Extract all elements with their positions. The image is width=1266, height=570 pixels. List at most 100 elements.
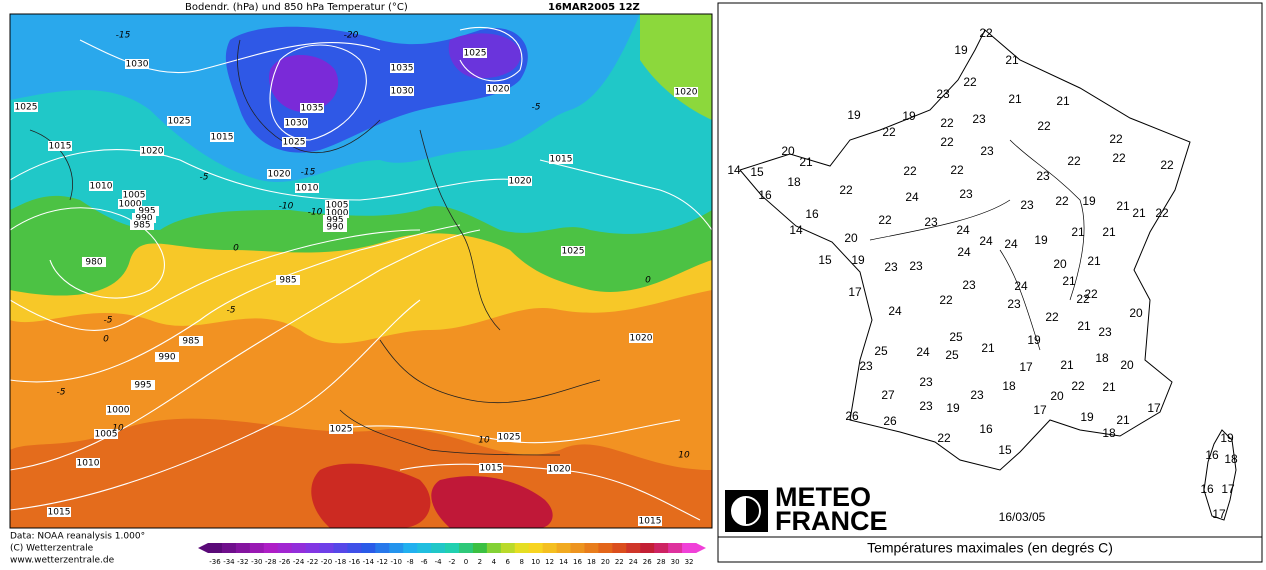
scale-label: -20 <box>321 558 332 566</box>
scale-label: 24 <box>629 558 638 566</box>
temperature: 20 <box>1129 306 1143 320</box>
isobar-label: 1015 <box>639 517 662 527</box>
isobar-label-bg <box>329 424 353 434</box>
temperature: 24 <box>916 345 930 359</box>
temperature: 22 <box>1037 119 1051 133</box>
temperature: 16 <box>979 422 993 436</box>
scale-label: -2 <box>449 558 456 566</box>
isobar-label-bg <box>132 213 156 223</box>
scale-label: -18 <box>335 558 346 566</box>
isobar-label-bg <box>463 48 487 58</box>
isobar-label: 990 <box>135 214 152 224</box>
isobar-label: 1020 <box>675 88 698 98</box>
temperature: 23 <box>959 187 973 201</box>
temperature: 20 <box>781 144 795 158</box>
temperature: 23 <box>884 260 898 274</box>
scale-label: -22 <box>307 558 318 566</box>
isobar-label: 1025 <box>464 49 487 59</box>
temperature: 19 <box>1080 410 1094 424</box>
temperature: 22 <box>1109 132 1123 146</box>
scale-swatch <box>598 543 613 553</box>
scale-label: 6 <box>506 558 511 566</box>
temperature: 22 <box>1055 194 1069 208</box>
map-date: 16MAR2005 12Z <box>548 2 640 13</box>
isobar-label: 1010 <box>90 182 113 192</box>
temperature: 23 <box>919 399 933 413</box>
scale-label: 14 <box>559 558 568 566</box>
temperature: 23 <box>919 375 933 389</box>
isobar-label: 1015 <box>48 508 71 518</box>
scale-arrow <box>198 543 208 553</box>
isobar-label: 1020 <box>630 334 653 344</box>
temperature: 27 <box>881 388 895 402</box>
isobar-label: 1025 <box>330 425 353 435</box>
scale-label: 26 <box>643 558 652 566</box>
temperature: 23 <box>924 215 938 229</box>
temperature: 22 <box>839 183 853 197</box>
isobar-label-bg <box>89 181 113 191</box>
temperature-label: 10 <box>478 436 490 446</box>
scale-label: -8 <box>407 558 414 566</box>
temperature: 21 <box>1008 92 1022 106</box>
isobar-label-bg <box>508 176 532 186</box>
scale-label: 8 <box>519 558 523 566</box>
temperature: 21 <box>1071 225 1085 239</box>
isobar-label: 1020 <box>487 85 510 95</box>
isobar-label-bg <box>390 63 414 73</box>
isobar-label-bg <box>179 336 203 346</box>
temperature: 19 <box>1027 333 1041 347</box>
scale-label: -14 <box>363 558 375 566</box>
isobar-label-bg <box>155 352 179 362</box>
temperature-label: -5 <box>200 173 209 183</box>
temperature: 22 <box>1045 310 1059 324</box>
isobar-label-bg <box>106 405 130 415</box>
scale-swatch <box>291 543 307 553</box>
isobar-label-bg <box>140 146 164 156</box>
temperature: 22 <box>1160 158 1174 172</box>
isobar-label-bg <box>295 183 319 193</box>
scale-label: -12 <box>377 558 388 566</box>
temperature: 22 <box>963 75 977 89</box>
temperature: 19 <box>1082 194 1096 208</box>
temperature: 21 <box>1087 254 1101 268</box>
temperature: 24 <box>956 223 970 237</box>
temperature-label: -5 <box>532 103 541 113</box>
map-frame <box>9 13 713 529</box>
temperature-label: 0 <box>645 276 651 286</box>
temperature: 23 <box>909 259 923 273</box>
temperature: 24 <box>957 245 971 259</box>
isobar-label: 1025 <box>498 433 521 443</box>
scale-label: 18 <box>587 558 596 566</box>
isobar-label-bg <box>47 507 71 517</box>
scale-swatch <box>389 543 404 553</box>
temperature-label: -5 <box>227 306 236 316</box>
temperature: 21 <box>1116 413 1130 427</box>
scale-label: 28 <box>657 558 666 566</box>
temperature-label: -15 <box>301 168 316 178</box>
temperature: 18 <box>1224 452 1238 466</box>
isobar-label: 990 <box>326 223 343 233</box>
temperature: 24 <box>1004 237 1018 251</box>
map-title: Bodendr. (hPa) und 850 hPa Temperatur (°… <box>185 2 408 13</box>
isobar-label: 985 <box>133 221 150 231</box>
temperature: 17 <box>1221 482 1235 496</box>
temperature: 20 <box>1120 358 1134 372</box>
isobar-label-bg <box>131 380 155 390</box>
isobar-label: 1005 <box>326 201 349 211</box>
isobar-label-bg <box>479 463 503 473</box>
temperature: 19 <box>847 108 861 122</box>
isobar-label-bg <box>48 141 72 151</box>
temperature: 22 <box>1067 154 1081 168</box>
temperature: 17 <box>1033 403 1047 417</box>
temperature: 22 <box>940 135 954 149</box>
france-outline <box>739 29 1191 471</box>
scale-swatch <box>333 543 348 553</box>
temperature: 22 <box>950 163 964 177</box>
temperature: 22 <box>1071 379 1085 393</box>
scale-swatch <box>584 543 599 553</box>
scale-label: 22 <box>615 558 624 566</box>
temperature-label: -10 <box>279 202 294 212</box>
temperature: 23 <box>859 359 873 373</box>
isobar-label-bg <box>323 215 347 225</box>
temperature: 16 <box>1205 448 1219 462</box>
